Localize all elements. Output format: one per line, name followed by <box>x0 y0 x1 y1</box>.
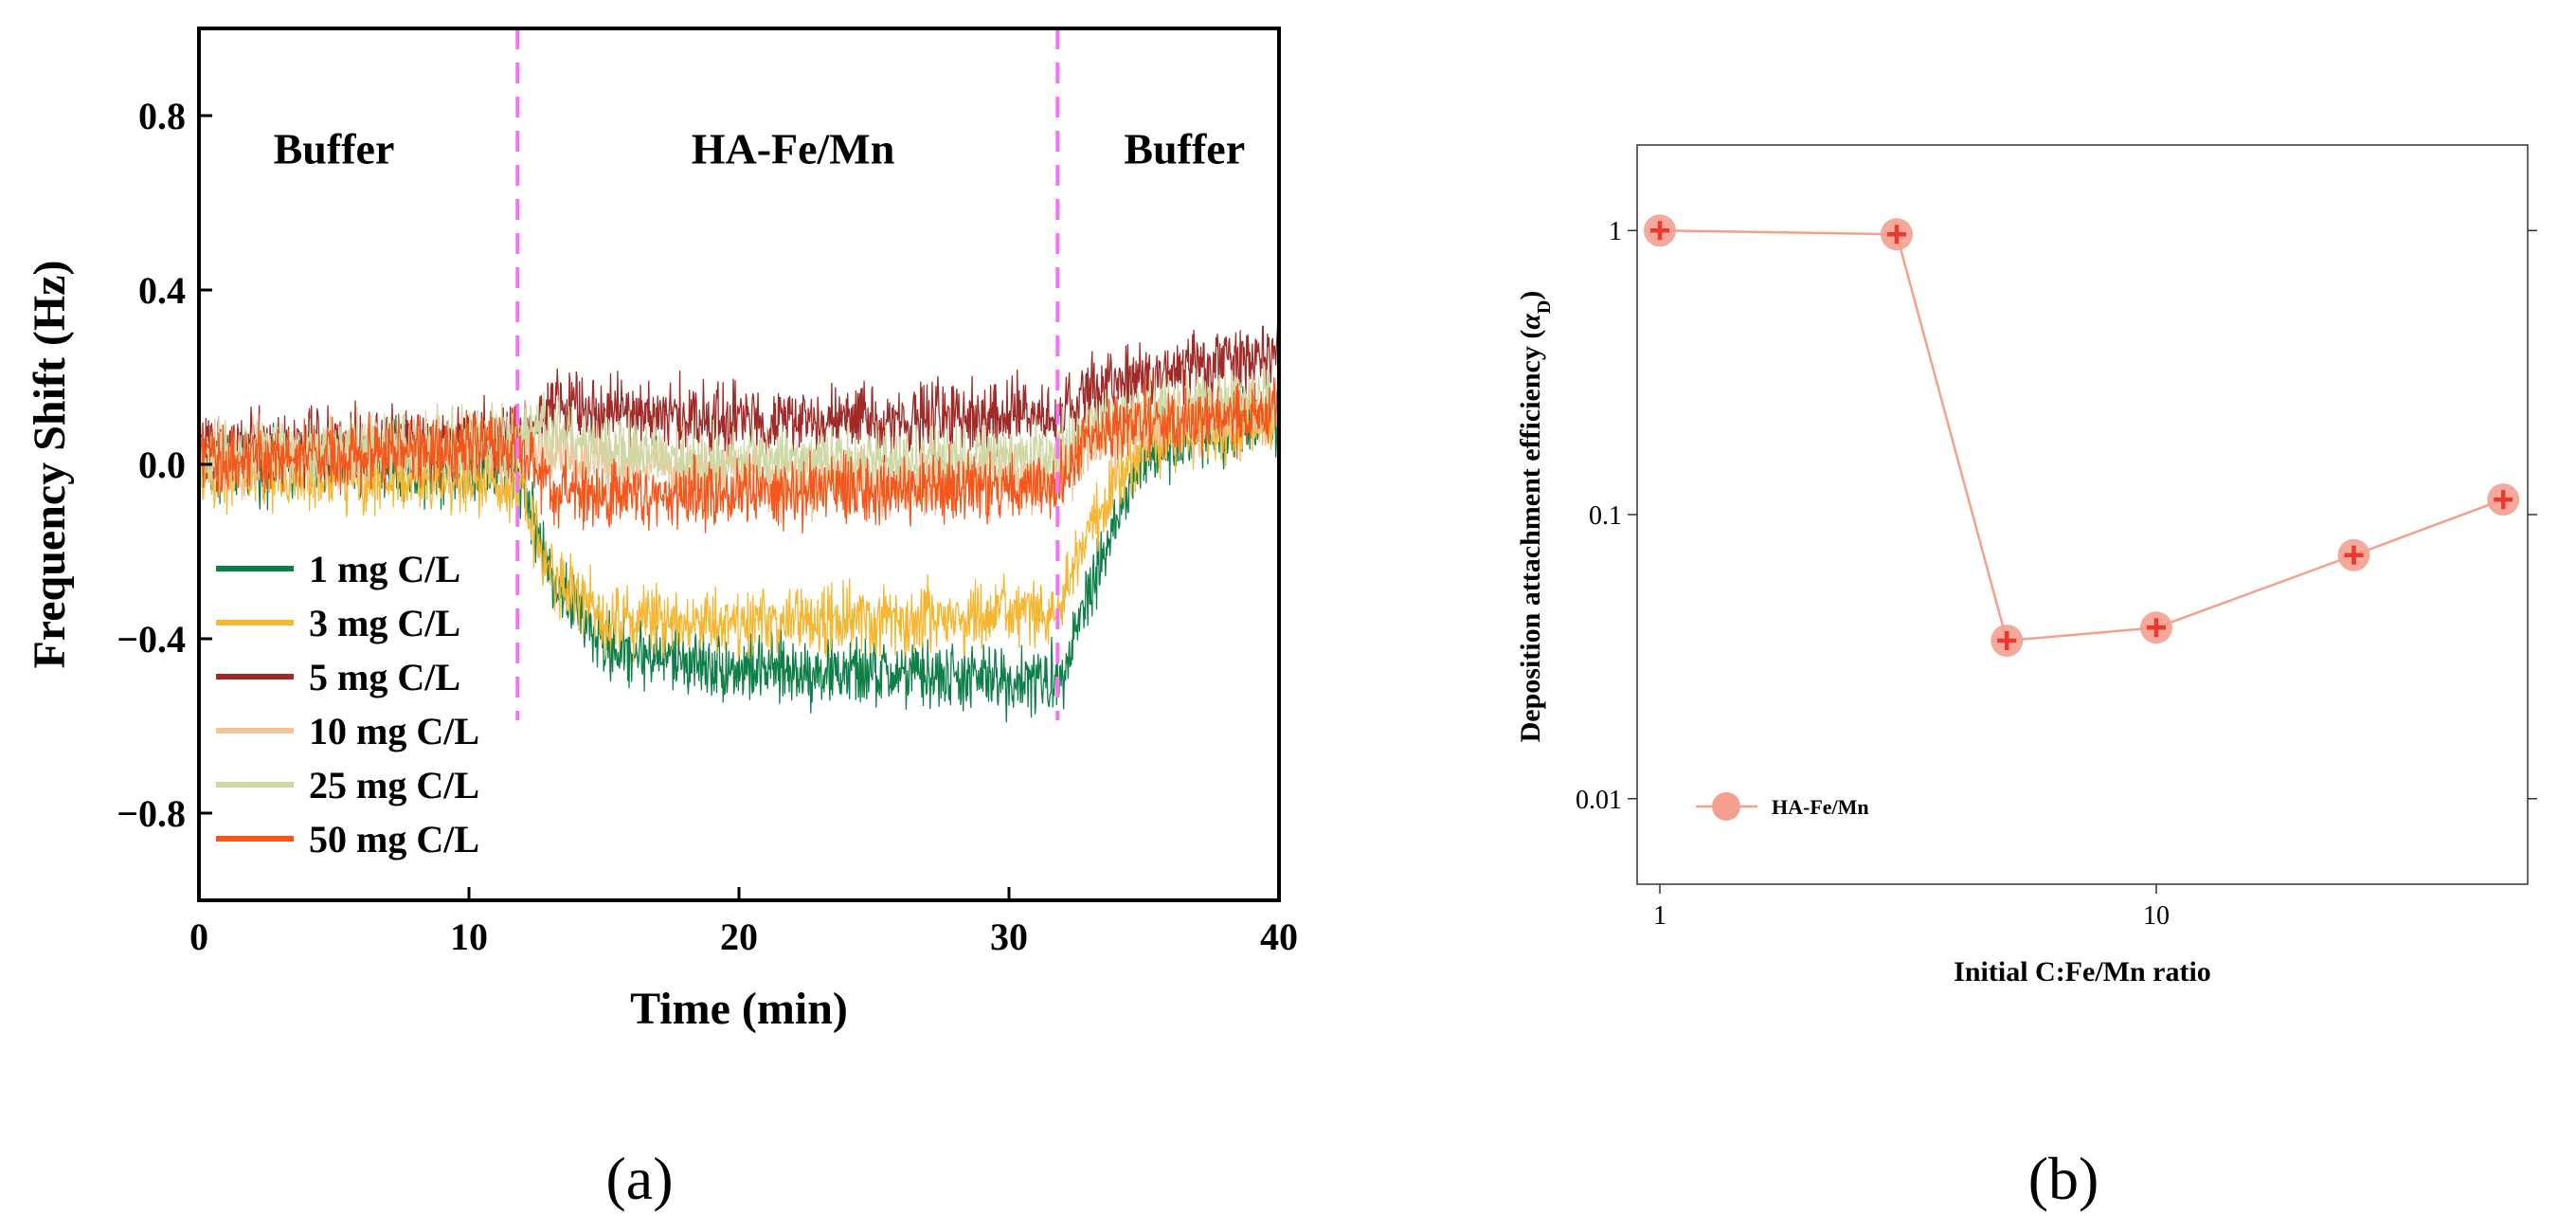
chart-b-y-axis-title-sub: D <box>1534 300 1555 314</box>
chart-b-y-axis-title-main: Deposition attachment efficiency ( <box>1515 330 1546 743</box>
y-tick-label-a: −0.8 <box>117 792 186 835</box>
chart-a: 0 10 20 30 40 −0.8 −0.4 0.0 0.4 0.8 Buffer HA-Fe/… <box>25 27 1298 1212</box>
legend-label-a: 25 mg C/L <box>309 764 479 806</box>
y-tick-label-a: 0.0 <box>138 444 186 486</box>
data-point <box>2139 611 2172 644</box>
x-tick-label-b: 1 <box>1653 901 1666 931</box>
chart-a-y-axis-title: Frequency Shift (Hz) <box>25 260 75 668</box>
y-tick-label-b: 1 <box>1609 217 1622 246</box>
chart-a-vlines <box>515 28 1060 720</box>
chart-a-x-axis-title: Time (min) <box>630 984 848 1034</box>
x-tick-label-a: 10 <box>450 915 488 958</box>
chart-a-legend: 1 mg C/L 3 mg C/L 5 mg C/L 10 mg C/L 25 mg C… <box>216 548 479 861</box>
chart-b-y-ticks: 0.01 0.1 1 <box>1576 217 2537 815</box>
legend-label-a: 10 mg C/L <box>309 710 479 752</box>
chart-b-series-layer <box>1643 214 2520 658</box>
data-point <box>2487 483 2520 516</box>
error-bar <box>2344 545 2364 565</box>
chart-a-series-layer <box>198 322 1280 723</box>
chart-b-y-axis-title-close: ) <box>1515 291 1546 300</box>
x-tick-label-a: 40 <box>1260 915 1298 958</box>
data-point <box>2337 538 2370 571</box>
x-tick-label-a: 0 <box>189 915 208 958</box>
chart-b-y-axis-title: Deposition attachment efficiency (αD) <box>1515 291 1555 743</box>
chart-a-region-labels: Buffer HA-Fe/Mn Buffer <box>274 125 1246 173</box>
chart-b: 1 10 0.01 0.1 1 HA-Fe/Mn Initial C:Fe/Mn ra… <box>1515 144 2537 1212</box>
x-tick-label-b: 10 <box>2143 901 2170 931</box>
region-label: Buffer <box>274 125 395 173</box>
error-bar <box>1886 225 1906 245</box>
y-tick-label-a: −0.4 <box>117 618 186 661</box>
data-point <box>1643 214 1676 247</box>
series-line-3-mg-c-l <box>198 391 1280 663</box>
y-tick-label-b: 0.01 <box>1576 786 1622 815</box>
y-tick-label-a: 0.4 <box>138 269 186 312</box>
chart-b-legend: HA-Fe/Mn <box>1696 792 1869 821</box>
chart-b-x-ticks: 1 10 <box>1653 884 2170 931</box>
chart-a-x-ticks: 0 10 20 30 40 <box>189 887 1298 958</box>
chart-b-frame <box>1636 144 2529 885</box>
data-point <box>1991 625 2024 658</box>
chart-a-y-ticks: −0.8 −0.4 0.0 0.4 0.8 <box>117 95 212 835</box>
series-line-50-mg-c-l <box>199 376 1280 534</box>
panel-label-a: (a) <box>605 1145 673 1212</box>
legend-label-b: HA-Fe/Mn <box>1772 795 1869 819</box>
region-label: HA-Fe/Mn <box>692 125 895 173</box>
region-label: Buffer <box>1124 125 1245 173</box>
chart-b-x-axis-title: Initial C:Fe/Mn ratio <box>1954 956 2211 987</box>
legend-label-a: 5 mg C/L <box>309 656 460 698</box>
y-tick-label-b: 0.1 <box>1589 501 1622 531</box>
data-point <box>1880 218 1913 251</box>
y-tick-label-a: 0.8 <box>138 95 186 137</box>
error-bar <box>2146 618 2166 638</box>
chart-b-y-axis-title-symbol: α <box>1515 314 1546 330</box>
series-line-ha-fe-mn <box>1659 228 2504 643</box>
panel-label-b: (b) <box>2028 1145 2099 1212</box>
error-bar <box>1649 221 1669 241</box>
error-bar <box>2494 490 2513 510</box>
legend-label-a: 3 mg C/L <box>309 602 460 644</box>
x-tick-label-a: 20 <box>720 915 758 958</box>
x-tick-label-a: 30 <box>990 915 1028 958</box>
legend-label-a: 50 mg C/L <box>309 818 479 861</box>
legend-label-a: 1 mg C/L <box>309 548 460 590</box>
legend-marker-b <box>1712 792 1740 821</box>
error-bar <box>1997 631 2017 651</box>
